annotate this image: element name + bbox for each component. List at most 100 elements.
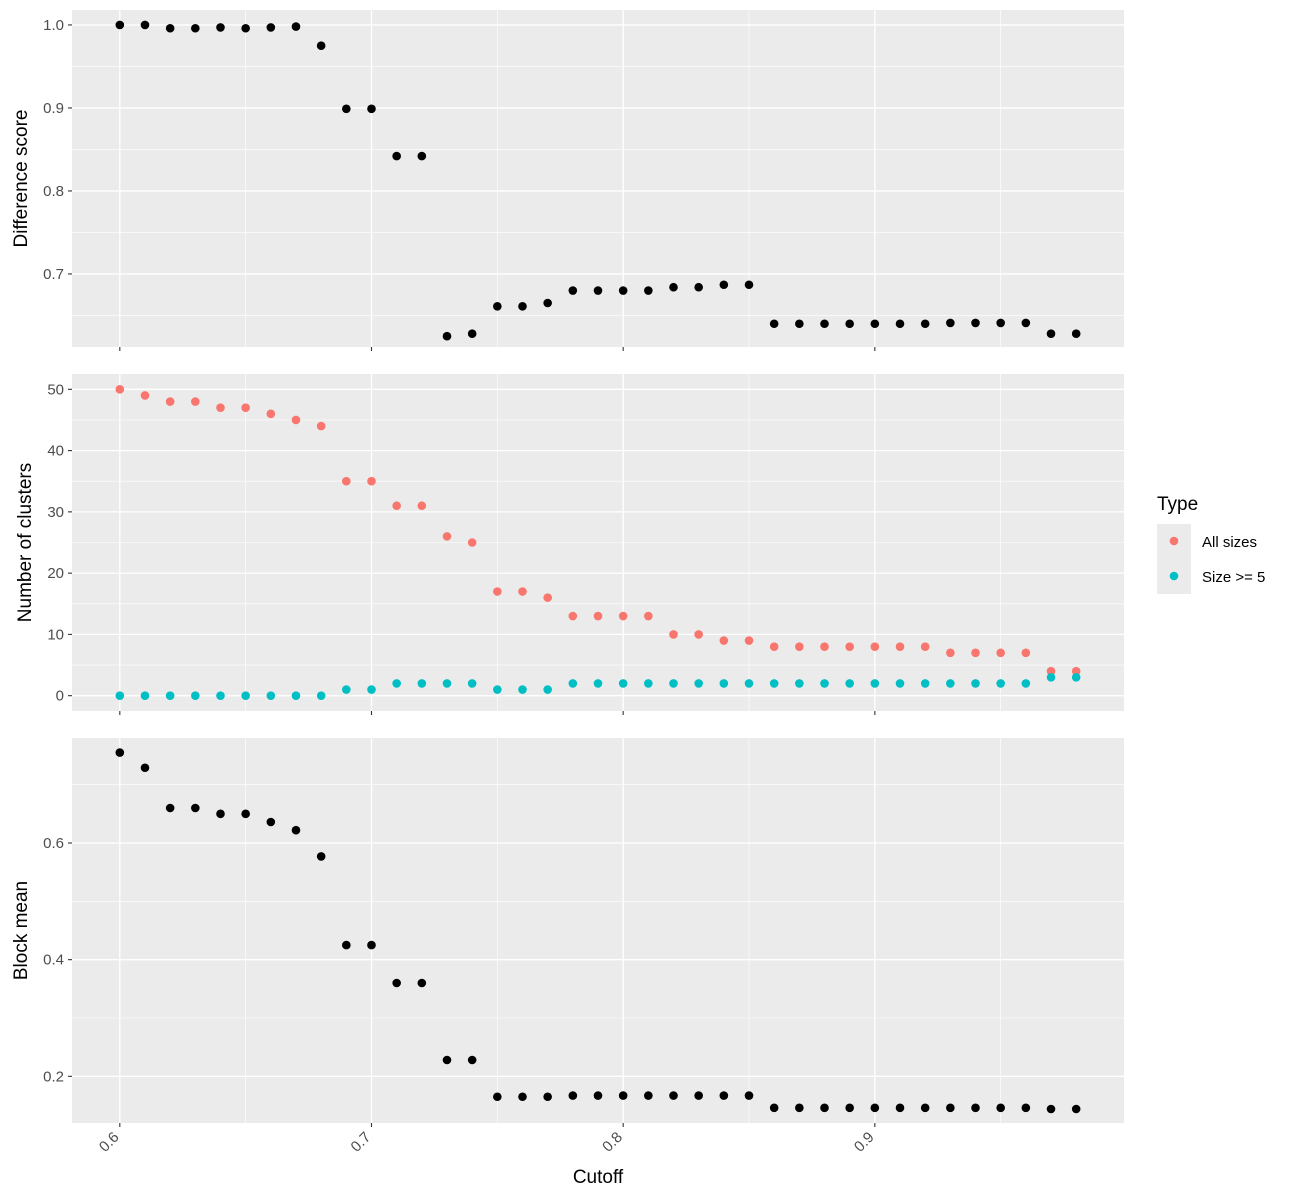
- data-point: [996, 679, 1005, 688]
- y-tick-label: 0: [56, 688, 64, 705]
- data-point: [568, 611, 578, 621]
- y-tick-label: 10: [47, 626, 64, 643]
- data-point: [140, 391, 150, 400]
- data-point: [694, 630, 703, 639]
- data-point: [618, 679, 628, 688]
- data-point: [820, 642, 829, 651]
- data-point: [417, 501, 427, 511]
- data-points: [115, 748, 1081, 1114]
- y-axis: 0.2 0.4 0.6: [43, 835, 72, 1085]
- data-point: [618, 1091, 628, 1100]
- data-point: [644, 1091, 653, 1100]
- data-point: [769, 1103, 779, 1113]
- x-axis-ticks: [119, 347, 876, 351]
- data-point: [442, 679, 452, 688]
- panel-background: [72, 738, 1124, 1123]
- data-point: [1021, 318, 1031, 328]
- panel-block-mean: 0.2 0.4 0.6 Block mean: [11, 738, 1124, 1127]
- data-point: [920, 1103, 930, 1113]
- data-point: [392, 501, 401, 511]
- y-axis-title: Block mean: [11, 881, 32, 980]
- data-point: [1021, 679, 1031, 688]
- x-tick-label: 0.9: [851, 1129, 878, 1156]
- data-point: [1046, 673, 1056, 682]
- data-point: [694, 1091, 703, 1100]
- data-point: [115, 20, 125, 30]
- data-point: [367, 104, 376, 114]
- data-point: [367, 476, 376, 486]
- data-point: [367, 685, 376, 694]
- y-tick-label: 1.0: [43, 17, 64, 34]
- data-point: [744, 679, 754, 688]
- data-point: [946, 679, 955, 688]
- data-point: [467, 538, 477, 547]
- gridlines: [72, 738, 1124, 1123]
- data-point: [115, 691, 125, 700]
- data-point: [493, 685, 502, 694]
- data-point: [316, 421, 326, 431]
- data-point: [1071, 673, 1081, 682]
- data-point: [618, 611, 628, 621]
- data-point: [870, 319, 880, 329]
- data-point: [769, 319, 779, 329]
- data-point: [971, 679, 980, 688]
- data-points: [115, 20, 1081, 341]
- data-point: [971, 318, 980, 328]
- y-tick-label: 20: [47, 565, 64, 582]
- data-point: [895, 642, 905, 651]
- data-point: [845, 319, 854, 329]
- data-point: [467, 1055, 477, 1065]
- series-all-sizes: [115, 385, 1081, 676]
- data-point: [392, 151, 401, 161]
- data-point: [769, 642, 779, 651]
- x-axis-ticks: [119, 711, 876, 715]
- gridlines: [72, 10, 1124, 347]
- data-point: [518, 302, 527, 311]
- data-point: [543, 1092, 552, 1102]
- data-point: [1046, 329, 1056, 339]
- data-point: [795, 1103, 804, 1113]
- data-point: [920, 679, 930, 688]
- legend-label-size-ge-5: Size >= 5: [1202, 569, 1265, 586]
- data-point: [493, 587, 502, 596]
- data-point: [316, 691, 326, 700]
- data-point: [417, 151, 427, 161]
- data-point: [845, 642, 854, 651]
- data-point: [996, 318, 1005, 328]
- data-point: [719, 1091, 729, 1100]
- data-point: [744, 1091, 754, 1100]
- series-size-ge-5: [115, 673, 1081, 700]
- data-point: [895, 319, 905, 329]
- y-tick-label: 50: [47, 381, 64, 398]
- data-point: [115, 748, 125, 757]
- data-point: [971, 1103, 980, 1113]
- data-point: [568, 679, 578, 688]
- data-point: [417, 679, 427, 688]
- data-point: [946, 648, 955, 658]
- data-point: [669, 679, 678, 688]
- data-point: [870, 679, 880, 688]
- data-point: [719, 679, 729, 688]
- data-point: [291, 691, 301, 700]
- data-point: [644, 679, 653, 688]
- data-point: [442, 1055, 452, 1065]
- y-tick-label: 0.6: [43, 835, 64, 852]
- data-point: [946, 318, 955, 328]
- legend-label-all-sizes: All sizes: [1202, 534, 1257, 551]
- data-point: [140, 20, 150, 30]
- data-point: [920, 642, 930, 651]
- data-point: [518, 587, 527, 596]
- data-point: [140, 691, 150, 700]
- data-point: [367, 940, 376, 950]
- data-point: [920, 319, 930, 329]
- data-point: [191, 691, 200, 700]
- data-point: [342, 940, 351, 950]
- data-point: [191, 23, 200, 33]
- data-point: [1071, 666, 1081, 676]
- y-tick-label: 0.4: [43, 952, 64, 969]
- data-point: [744, 280, 754, 290]
- data-point: [568, 1091, 578, 1100]
- data-point: [1046, 1104, 1056, 1114]
- panel-number-of-clusters: 0 10 20 30 40 50 Number of clusters: [15, 374, 1124, 715]
- data-point: [241, 691, 250, 700]
